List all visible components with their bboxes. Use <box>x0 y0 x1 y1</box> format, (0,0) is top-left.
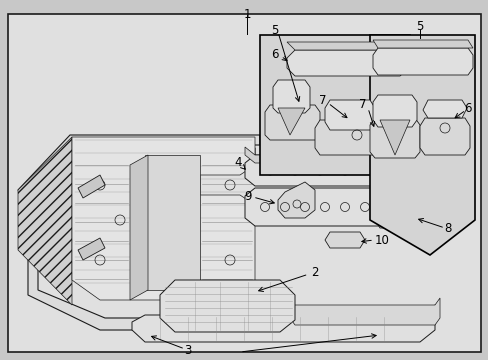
Polygon shape <box>374 195 429 228</box>
Text: 5: 5 <box>415 19 423 32</box>
Polygon shape <box>18 135 280 330</box>
Polygon shape <box>372 40 472 48</box>
Polygon shape <box>314 120 399 155</box>
Polygon shape <box>278 108 305 135</box>
Text: 6: 6 <box>463 102 471 114</box>
Polygon shape <box>369 35 474 255</box>
Polygon shape <box>325 100 374 130</box>
Text: 4: 4 <box>234 156 244 169</box>
Polygon shape <box>78 175 105 198</box>
Polygon shape <box>372 48 472 75</box>
Polygon shape <box>130 155 148 300</box>
Text: 3: 3 <box>184 343 191 356</box>
Polygon shape <box>286 42 407 50</box>
Polygon shape <box>369 118 419 158</box>
Text: 5: 5 <box>271 23 278 36</box>
Polygon shape <box>132 305 434 342</box>
Bar <box>260 35 409 175</box>
Polygon shape <box>244 188 439 226</box>
Polygon shape <box>286 50 407 76</box>
Polygon shape <box>278 182 314 218</box>
Text: 8: 8 <box>444 221 451 234</box>
Text: 7: 7 <box>319 94 326 107</box>
Text: 2: 2 <box>258 266 318 292</box>
Polygon shape <box>289 298 439 325</box>
Polygon shape <box>244 155 399 186</box>
Polygon shape <box>160 280 294 332</box>
Text: 7: 7 <box>359 99 366 112</box>
Polygon shape <box>272 80 309 113</box>
Polygon shape <box>325 232 364 248</box>
Polygon shape <box>244 147 399 163</box>
Text: 1: 1 <box>243 8 250 21</box>
Polygon shape <box>419 118 469 155</box>
Polygon shape <box>72 137 254 300</box>
Polygon shape <box>145 155 200 290</box>
Text: 6: 6 <box>271 49 278 62</box>
Polygon shape <box>372 95 416 127</box>
Text: 9: 9 <box>244 190 251 203</box>
Polygon shape <box>379 120 409 155</box>
Polygon shape <box>422 100 466 118</box>
Text: 10: 10 <box>374 234 388 247</box>
Polygon shape <box>264 105 319 140</box>
Polygon shape <box>78 238 105 260</box>
Polygon shape <box>18 137 72 305</box>
